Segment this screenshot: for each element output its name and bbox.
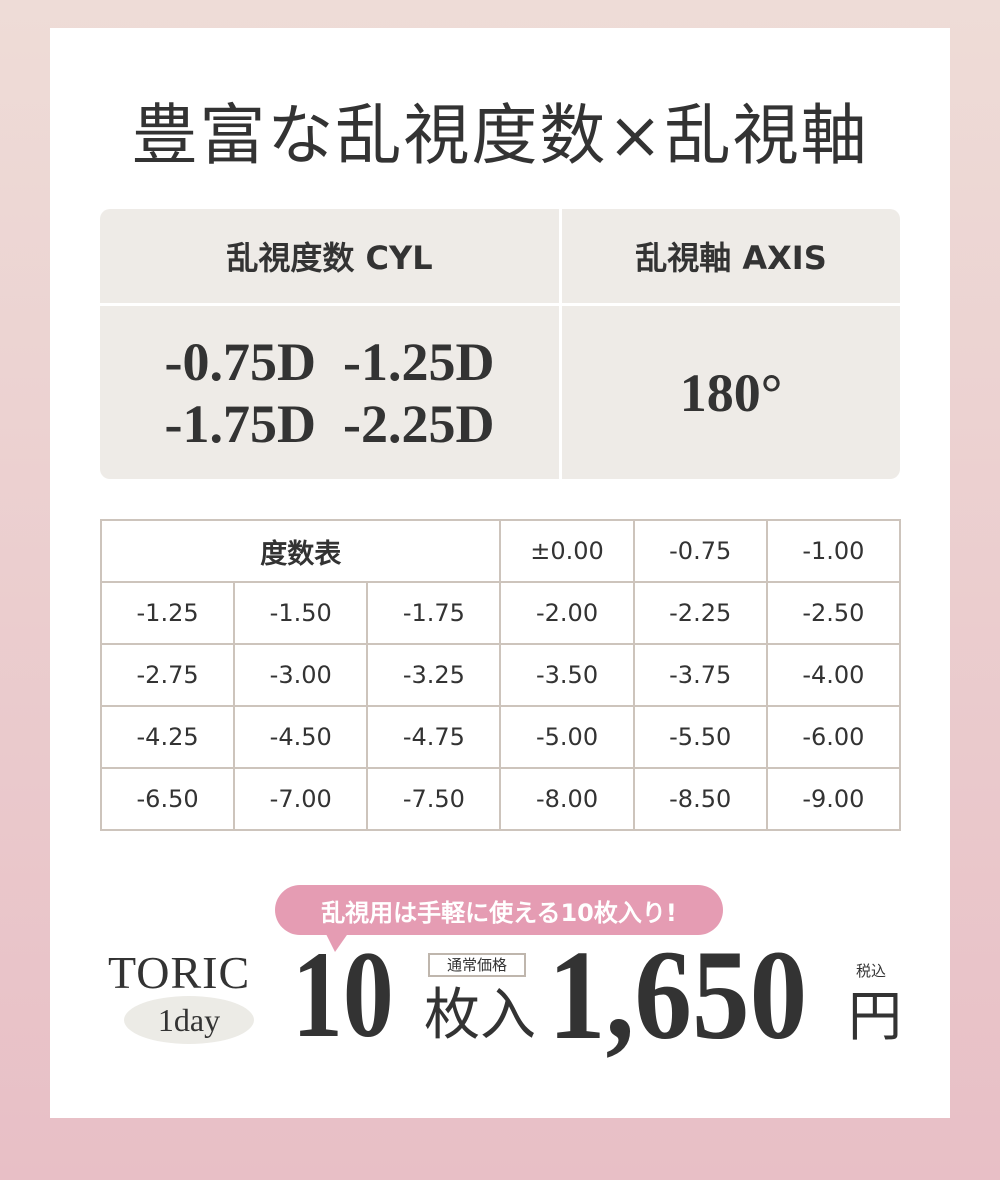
- cyl-values: -0.75D -1.25D -1.75D -2.25D: [100, 306, 559, 479]
- cyl-value-line: -0.75D -1.25D: [164, 331, 495, 392]
- divider: [100, 303, 900, 306]
- table-row: -4.25 -4.50 -4.75 -5.00 -5.50 -6.00: [99, 705, 902, 769]
- page-title: 豊富な乱視度数×乱視軸: [131, 97, 869, 174]
- table-cell: -9.00: [765, 767, 902, 831]
- table-cell: -5.50: [632, 705, 768, 769]
- table-cell: -3.25: [366, 643, 502, 707]
- table-cell: -2.00: [499, 581, 635, 645]
- spec-box: 乱視度数 CYL 乱視軸 AXIS -0.75D -1.25D -1.75D -…: [100, 209, 900, 479]
- table-cell: -2.50: [765, 581, 902, 645]
- currency: 円: [848, 985, 902, 1048]
- table-cell: -3.50: [499, 643, 635, 707]
- table-cell: -7.50: [366, 767, 502, 831]
- axis-value: 180°: [679, 362, 783, 423]
- table-cell: -1.50: [233, 581, 369, 645]
- table-row: -2.75 -3.00 -3.25 -3.50 -3.75 -4.00: [99, 643, 902, 707]
- tax-label: 税込: [856, 962, 887, 980]
- price: 1,650: [548, 924, 808, 1066]
- table-cell: -0.75: [632, 519, 768, 583]
- table-cell: -8.00: [499, 767, 635, 831]
- brand-name: TORIC: [108, 947, 251, 998]
- cyl-header: 乱視度数 CYL: [226, 239, 433, 277]
- table-row: -1.25 -1.50 -1.75 -2.00 -2.25 -2.50: [99, 581, 902, 645]
- promo-bubble: 乱視用は手軽に使える10枚入り!: [275, 885, 723, 935]
- table-cell: -8.50: [632, 767, 768, 831]
- lens-count: 10: [292, 926, 394, 1063]
- table-cell: -4.50: [233, 705, 369, 769]
- table-row: -6.50 -7.00 -7.50 -8.00 -8.50 -9.00: [99, 767, 902, 831]
- table-cell: -1.00: [765, 519, 902, 583]
- power-table: 度数表 ±0.00 -0.75 -1.00 -1.25 -1.50 -1.75 -2.…: [99, 519, 902, 831]
- type-badge: 1day: [124, 996, 254, 1044]
- table-cell: -1.75: [366, 581, 502, 645]
- table-cell: -7.00: [233, 767, 369, 831]
- axis-header: 乱視軸 AXIS: [635, 239, 827, 277]
- table-cell: -2.75: [99, 643, 236, 707]
- table-cell: -4.25: [99, 705, 236, 769]
- table-cell: -6.00: [765, 705, 902, 769]
- table-cell: -6.50: [99, 767, 236, 831]
- table-cell: -4.00: [765, 643, 902, 707]
- table-cell: -1.25: [99, 581, 236, 645]
- table-cell: -5.00: [499, 705, 635, 769]
- table-cell: -3.75: [632, 643, 768, 707]
- bubble-tail: [325, 932, 349, 952]
- divider: [559, 209, 562, 479]
- table-cell: -2.25: [632, 581, 768, 645]
- regular-price-label: 通常価格: [428, 953, 526, 977]
- cyl-value-line: -1.75D -2.25D: [164, 393, 495, 454]
- table-cell: -3.00: [233, 643, 369, 707]
- table-cell: -4.75: [366, 705, 502, 769]
- table-cell: ±0.00: [499, 519, 635, 583]
- count-unit: 枚入: [424, 983, 536, 1048]
- table-header: 度数表: [99, 519, 502, 583]
- table-row: 度数表 ±0.00 -0.75 -1.00: [99, 519, 902, 583]
